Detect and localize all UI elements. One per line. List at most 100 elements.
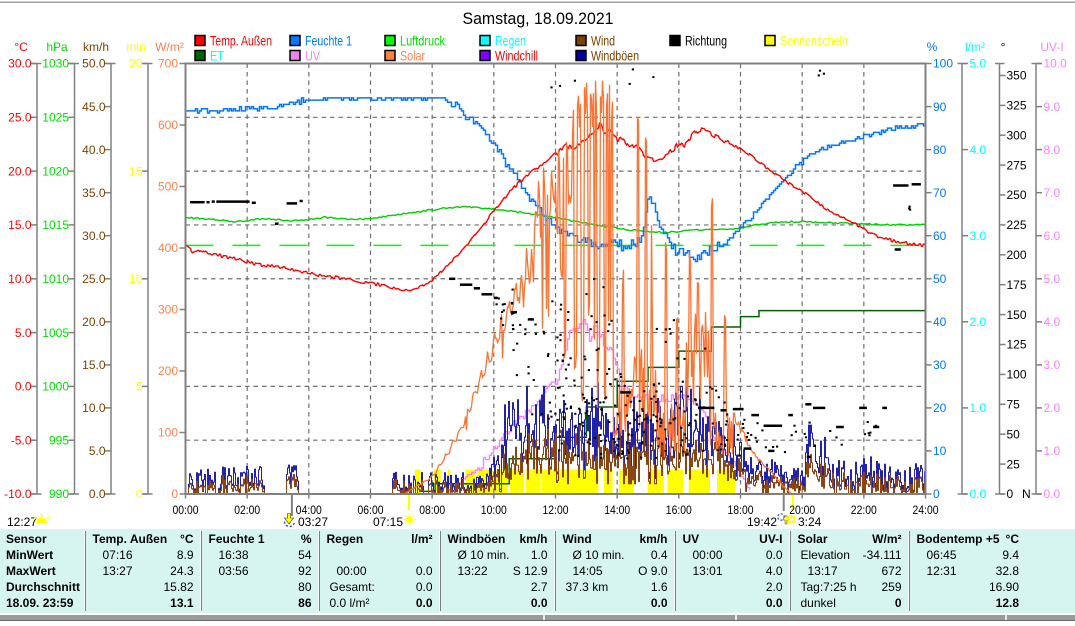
svg-text:30.0: 30.0 <box>82 229 106 243</box>
svg-text:0.0: 0.0 <box>15 380 32 394</box>
svg-text:20: 20 <box>129 57 143 71</box>
svg-text:16:00: 16:00 <box>666 503 692 517</box>
svg-text:0.0: 0.0 <box>766 548 783 562</box>
svg-text:225: 225 <box>1007 218 1027 232</box>
svg-text:Sonnenschein: Sonnenschein <box>780 33 848 49</box>
svg-text:%: % <box>927 40 938 54</box>
svg-text:10: 10 <box>933 444 947 458</box>
svg-text:20.0: 20.0 <box>82 315 106 329</box>
svg-text:10.0: 10.0 <box>82 401 106 415</box>
svg-text:Windböen: Windböen <box>448 532 506 546</box>
svg-text:8.0: 8.0 <box>1044 143 1061 157</box>
svg-text:35.0: 35.0 <box>82 186 106 200</box>
svg-text:0: 0 <box>1007 487 1014 501</box>
svg-text:00:00: 00:00 <box>173 503 199 517</box>
svg-text:13:01: 13:01 <box>693 564 723 578</box>
svg-text:Richtung: Richtung <box>685 33 727 49</box>
svg-text:1.0: 1.0 <box>1044 444 1061 458</box>
svg-text:03:56: 03:56 <box>219 564 249 578</box>
svg-text:1005: 1005 <box>42 326 69 340</box>
svg-text:20.0: 20.0 <box>8 164 32 178</box>
svg-text:400: 400 <box>158 241 178 255</box>
svg-text:0.0: 0.0 <box>416 596 433 610</box>
svg-text:100: 100 <box>933 57 953 71</box>
svg-text:14:00: 14:00 <box>604 503 630 517</box>
svg-text:UV-I: UV-I <box>759 532 782 546</box>
svg-text:N: N <box>1022 487 1031 501</box>
svg-text:Ø 10 min.: Ø 10 min. <box>573 548 625 562</box>
svg-text:700: 700 <box>158 57 178 71</box>
svg-text:995: 995 <box>49 433 69 447</box>
svg-text:32.8: 32.8 <box>996 564 1020 578</box>
svg-text:06:00: 06:00 <box>358 503 384 517</box>
svg-text:200: 200 <box>158 364 178 378</box>
svg-text:4.0: 4.0 <box>1044 315 1061 329</box>
svg-text:10.0: 10.0 <box>8 272 32 286</box>
svg-text:12:27: 12:27 <box>7 515 37 529</box>
svg-text:1.0: 1.0 <box>531 548 548 562</box>
svg-text:°C: °C <box>1006 532 1020 546</box>
svg-text:259: 259 <box>881 580 901 594</box>
svg-text:l/m²: l/m² <box>411 532 432 546</box>
svg-text:km/h: km/h <box>519 532 547 546</box>
svg-text:UV: UV <box>683 532 700 546</box>
svg-text:W/m²: W/m² <box>155 40 184 54</box>
svg-text:1000: 1000 <box>42 380 69 394</box>
svg-text:4.0: 4.0 <box>970 143 987 157</box>
svg-text:0: 0 <box>933 487 940 501</box>
svg-text:Regen: Regen <box>327 532 364 546</box>
svg-text:UV-I: UV-I <box>1040 40 1063 54</box>
svg-text:Durchschnitt: Durchschnitt <box>6 580 80 594</box>
svg-text:Solar: Solar <box>400 48 425 64</box>
svg-text:92: 92 <box>298 564 312 578</box>
svg-text:Windchill: Windchill <box>495 48 538 64</box>
svg-text:Tag:7:25 h: Tag:7:25 h <box>801 580 857 594</box>
svg-text:20: 20 <box>933 401 947 415</box>
svg-text:Windböen: Windböen <box>591 48 639 64</box>
svg-text:3.0: 3.0 <box>970 229 987 243</box>
svg-text:6.0: 6.0 <box>1044 229 1061 243</box>
svg-text:l/m²: l/m² <box>965 40 985 54</box>
svg-text:500: 500 <box>158 180 178 194</box>
svg-text:min: min <box>126 40 145 54</box>
svg-text:Feuchte 1: Feuchte 1 <box>209 532 265 546</box>
svg-text:10:00: 10:00 <box>481 503 507 517</box>
svg-text:22:00: 22:00 <box>851 503 877 517</box>
svg-text:14:05: 14:05 <box>573 564 603 578</box>
svg-text:4.0: 4.0 <box>766 564 783 578</box>
svg-text:hPa: hPa <box>46 40 68 54</box>
svg-text:30: 30 <box>933 358 947 372</box>
svg-text:300: 300 <box>1007 128 1027 142</box>
svg-text:km/h: km/h <box>83 40 109 54</box>
svg-text:0: 0 <box>895 596 902 610</box>
svg-text:-34.111: -34.111 <box>863 548 902 562</box>
svg-text:0.0 l/m²: 0.0 l/m² <box>330 596 370 610</box>
svg-text:0.0: 0.0 <box>531 596 548 610</box>
svg-text:Elevation: Elevation <box>801 548 850 562</box>
svg-text:18.09. 23:59: 18.09. 23:59 <box>6 596 74 610</box>
svg-text:13:17: 13:17 <box>808 564 838 578</box>
svg-text:9.0: 9.0 <box>1044 100 1061 114</box>
svg-text:25.0: 25.0 <box>82 272 106 286</box>
svg-text:100: 100 <box>158 426 178 440</box>
svg-text:1025: 1025 <box>42 111 69 125</box>
svg-text:°C: °C <box>180 532 194 546</box>
svg-text:00:00: 00:00 <box>337 564 367 578</box>
svg-text:10: 10 <box>129 272 143 286</box>
svg-text:0: 0 <box>136 487 143 501</box>
svg-text:16.90: 16.90 <box>989 580 1019 594</box>
svg-text:0.0: 0.0 <box>651 596 668 610</box>
svg-text:W/m²: W/m² <box>872 532 901 546</box>
svg-text:Temp. Außen: Temp. Außen <box>93 532 168 546</box>
svg-text:10.0: 10.0 <box>1044 57 1068 71</box>
svg-text:0.0: 0.0 <box>89 487 106 501</box>
svg-text:Bodentemp +5: Bodentemp +5 <box>917 532 1000 546</box>
svg-text:300: 300 <box>158 303 178 317</box>
svg-text:40.0: 40.0 <box>82 143 106 157</box>
svg-text:100: 100 <box>1007 368 1027 382</box>
svg-text:15.82: 15.82 <box>163 580 193 594</box>
svg-text:°: ° <box>1001 40 1006 54</box>
svg-text:MinWert: MinWert <box>6 548 53 562</box>
svg-text:18:00: 18:00 <box>728 503 754 517</box>
svg-text:%: % <box>301 532 312 546</box>
